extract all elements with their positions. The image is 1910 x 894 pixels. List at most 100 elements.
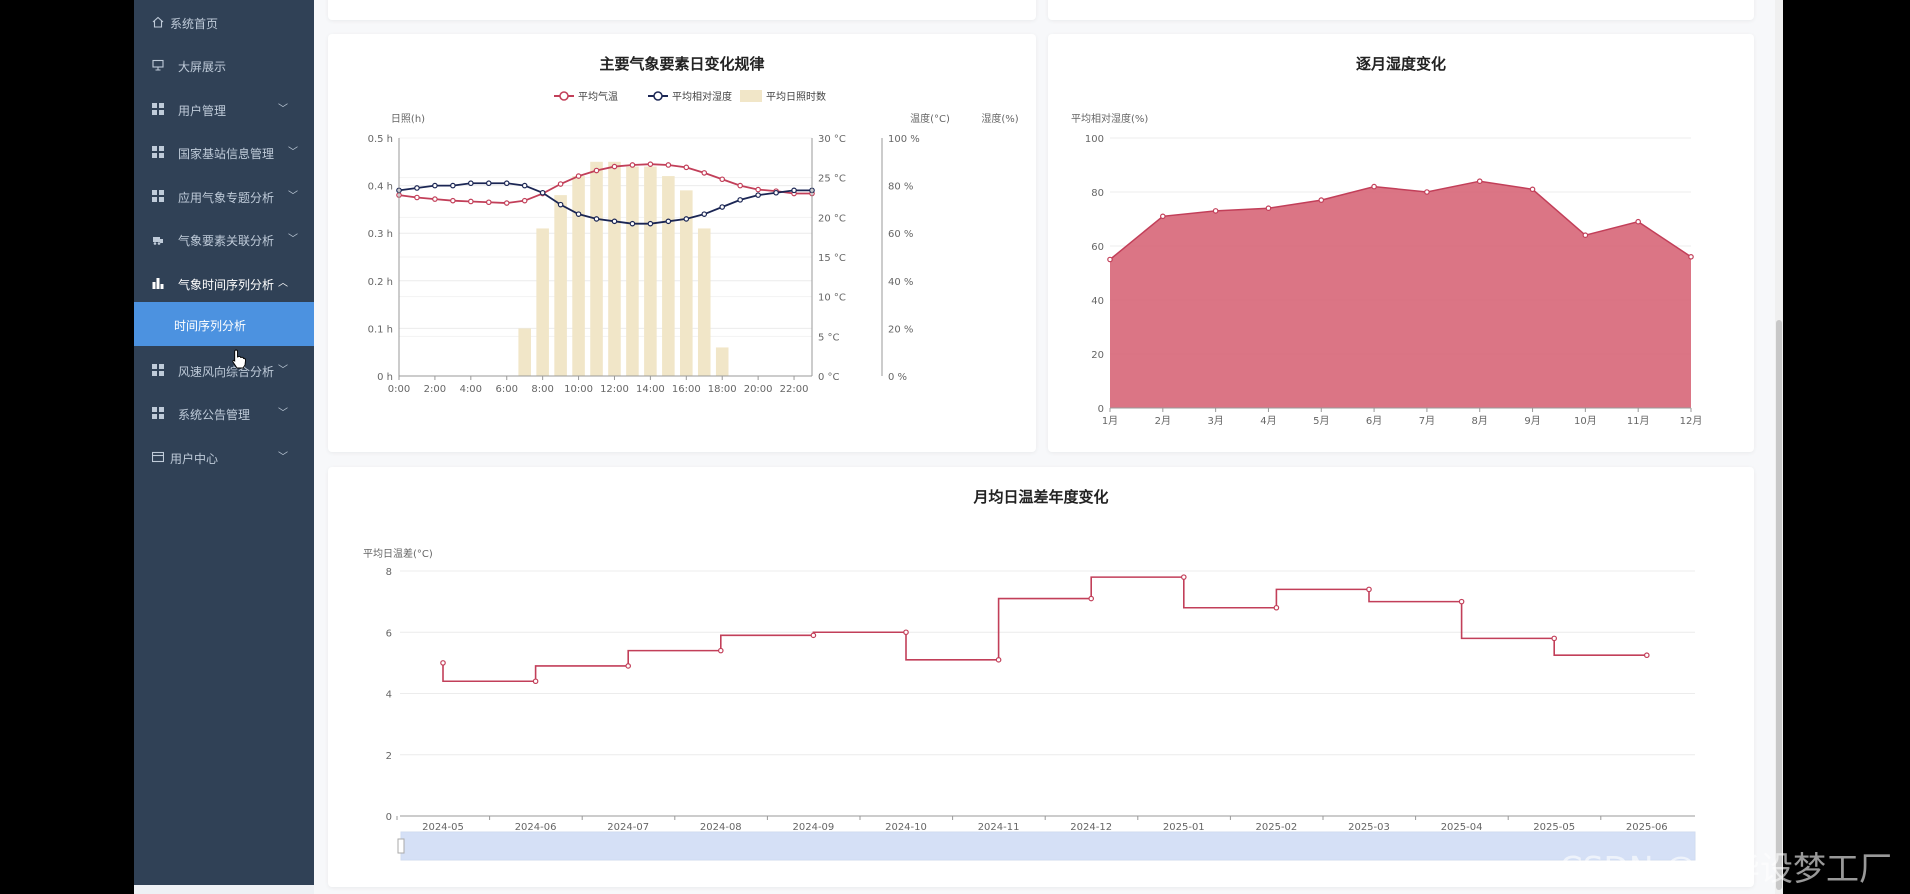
tick-label-month: 2024-07 xyxy=(607,822,649,833)
menu-item-station-management[interactable]: 国家基站信息管理 ﹀ xyxy=(134,132,314,172)
menu-item-correlation-analysis[interactable]: 气象要素关联分析 ﹀ xyxy=(134,219,314,259)
tick-label-sunshine: 0.2 h xyxy=(368,277,393,288)
tick-label-month: 2024-05 xyxy=(422,822,464,833)
tick-label-month: 3月 xyxy=(1207,415,1223,427)
chevron-down-icon: ﹀ xyxy=(288,191,298,202)
tick-label-sunshine: 0.5 h xyxy=(368,134,393,145)
menu-item-announcement[interactable]: 系统公告管理 ﹀ xyxy=(134,393,314,433)
point-temp xyxy=(647,161,654,167)
chevron-down-icon: ﹀ xyxy=(288,147,298,158)
menu-item-big-screen[interactable]: 大屏展示 xyxy=(134,45,314,85)
point-humidity xyxy=(629,220,636,227)
sidebar: 系统首页 大屏展示 用户管理 ﹀ 国家基站信息管理 ﹀ 应用气象专题分析 ﹀ 气… xyxy=(134,0,314,885)
home-icon xyxy=(152,16,164,28)
bar-chart-icon xyxy=(152,278,164,289)
menu-label: 国家基站信息管理 xyxy=(178,147,275,161)
page-scrollbar-thumb[interactable] xyxy=(1776,320,1782,890)
tick-label-hour: 22:00 xyxy=(780,384,809,395)
menu-item-applied-analysis[interactable]: 应用气象专题分析 ﹀ xyxy=(134,176,314,216)
series-line-temp-range xyxy=(442,576,1647,683)
tick-label-month: 1月 xyxy=(1102,415,1118,427)
series-line-humidity xyxy=(1109,180,1692,261)
menu-item-wind-analysis[interactable]: 风速风向综合分析 ﹀ xyxy=(134,350,314,390)
temp-range-chart: 平均日温差(°C) 0 2 4 6 8 2024-05 2024-06 2024-07 2024… xyxy=(363,547,1696,861)
menu-item-user-management[interactable]: 用户管理 ﹀ xyxy=(134,89,314,129)
tick-label-y: 100 xyxy=(1085,134,1104,145)
menu-label: 气象要素关联分析 xyxy=(178,234,275,248)
legend-label-sunshine: 平均日照时数 xyxy=(766,90,826,103)
chart-legend[interactable]: 平均气温 平均相对湿度 平均日照时数 xyxy=(554,90,826,103)
legend-label-temp: 平均气温 xyxy=(578,90,618,103)
point-humidity xyxy=(1160,213,1166,220)
card-top-right xyxy=(1048,0,1754,20)
point-humidity xyxy=(1212,208,1219,214)
menu-item-home[interactable]: 系统首页 xyxy=(134,2,314,42)
tick-label-y: 4 xyxy=(386,690,392,701)
point-temp xyxy=(450,197,456,204)
point-humidity xyxy=(1476,178,1483,185)
axis-label-temp-range: 平均日温差(°C) xyxy=(363,547,433,560)
point-humidity xyxy=(593,216,600,222)
tick-label-humidity: 0 % xyxy=(888,372,907,383)
point-temp xyxy=(521,197,528,204)
point-temp-range xyxy=(1273,604,1280,611)
tick-label-month: 2025-04 xyxy=(1441,822,1483,833)
bar-sunshine xyxy=(572,176,585,376)
bar-sunshine xyxy=(536,228,549,376)
sidebar-scrollbar[interactable] xyxy=(134,885,314,894)
tick-label-temp: 0 °C xyxy=(818,372,840,383)
hand-cursor-icon xyxy=(232,349,246,369)
submenu-item-time-series[interactable]: 时间序列分析 xyxy=(134,302,314,346)
tick-label-month: 2024-08 xyxy=(700,822,742,833)
data-zoom-slider[interactable] xyxy=(397,831,1696,861)
point-humidity xyxy=(719,204,726,210)
bar-sunshine xyxy=(626,166,639,376)
point-temp-range xyxy=(1180,574,1187,580)
tick-label-y: 80 xyxy=(1091,188,1104,199)
chart-title: 主要气象要素日变化规律 xyxy=(599,55,765,73)
tick-label-month: 2025-02 xyxy=(1256,822,1298,833)
chevron-down-icon: ﹀ xyxy=(278,452,288,463)
bar-sunshine xyxy=(518,328,531,376)
tick-label-month: 2025-03 xyxy=(1348,822,1390,833)
point-humidity xyxy=(1529,186,1536,193)
tick-label-sunshine: 0.4 h xyxy=(368,182,393,193)
chart-title: 逐月湿度变化 xyxy=(1355,55,1446,73)
chevron-up-icon: ︿ xyxy=(278,278,288,289)
point-humidity xyxy=(791,187,797,194)
tick-label-hour: 0:00 xyxy=(388,384,410,395)
menu-item-user-center[interactable]: 用户中心 ﹀ xyxy=(134,437,314,477)
menu-label: 用户管理 xyxy=(178,104,227,118)
grid-icon xyxy=(152,364,164,376)
tick-label-month: 6月 xyxy=(1366,415,1382,427)
card-icon xyxy=(152,451,164,463)
menu-label: 系统公告管理 xyxy=(178,408,251,422)
menu-label: 气象时间序列分析 xyxy=(178,278,275,292)
menu-label: 风速风向综合分析 xyxy=(178,365,275,379)
tick-label-hour: 2:00 xyxy=(424,384,446,395)
point-temp-range xyxy=(1644,652,1650,659)
tick-label-hour: 4:00 xyxy=(460,384,482,395)
chart-title: 月均日温差年度变化 xyxy=(973,488,1109,506)
point-humidity xyxy=(450,182,456,189)
point-temp xyxy=(414,194,420,201)
tick-label-temp: 5 °C xyxy=(818,332,840,343)
point-temp-range xyxy=(810,632,817,639)
tick-label-y: 20 xyxy=(1091,350,1104,361)
tick-label-y: 0 xyxy=(386,812,392,823)
bar-sunshine xyxy=(715,347,729,376)
point-temp xyxy=(611,163,618,170)
bar-sunshine xyxy=(644,166,657,376)
menu-label: 用户中心 xyxy=(170,452,219,466)
tick-label-hour: 16:00 xyxy=(672,384,701,395)
menu-item-time-series-analysis[interactable]: 气象时间序列分析 ︿ xyxy=(134,263,314,303)
point-temp xyxy=(719,176,726,183)
data-zoom-handle-left[interactable] xyxy=(397,838,405,854)
point-temp-range xyxy=(1551,635,1558,642)
chevron-down-icon: ﹀ xyxy=(278,104,288,115)
point-humidity xyxy=(773,189,779,196)
tick-label-month: 11月 xyxy=(1627,415,1650,427)
tick-label-hour: 8:00 xyxy=(531,384,553,395)
point-temp xyxy=(683,164,690,171)
bar-sunshine xyxy=(680,190,693,376)
